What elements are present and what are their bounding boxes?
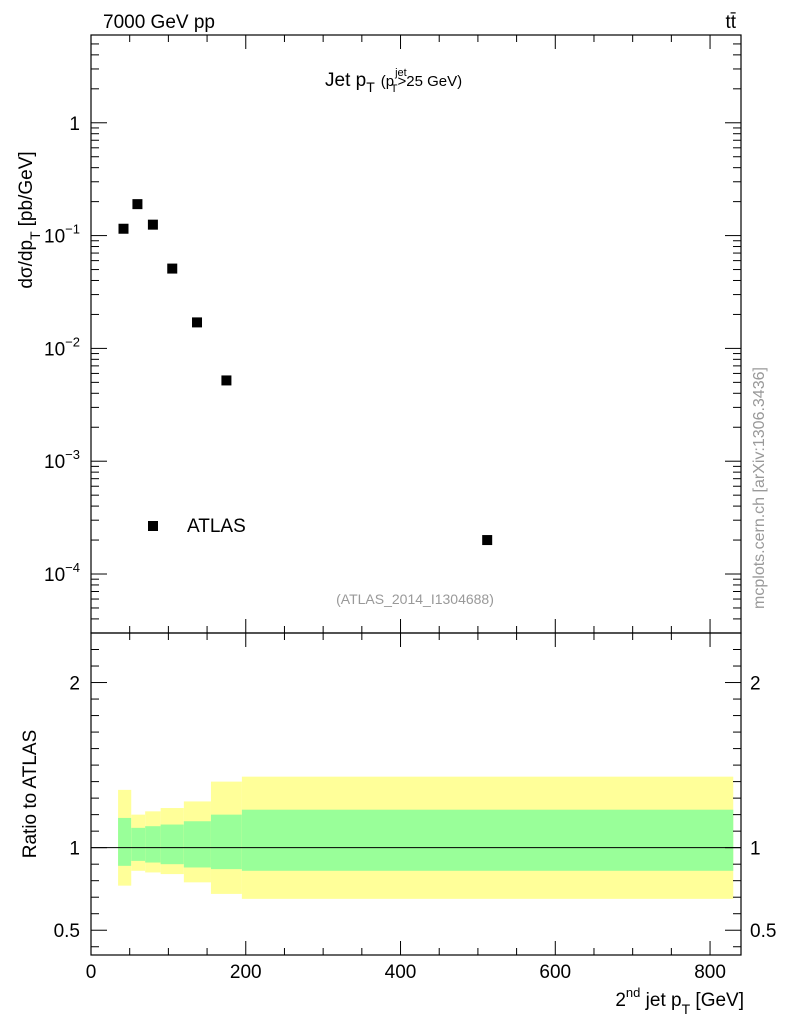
ratio-y-tick-label-right: 1 (750, 839, 761, 860)
x-tick-labels: 0 200 400 600 800 (86, 962, 726, 983)
ratio-y-axis-label: Ratio to ATLAS (20, 730, 41, 859)
x-tick-label: 400 (385, 962, 417, 983)
ratio-y-tick-label-left: 0.5 (54, 921, 80, 942)
uncertainty-bands (118, 776, 734, 899)
atlas-point-1 (132, 199, 143, 210)
watermark: mcplots.cern.ch [arXiv:1306.3436] (751, 367, 768, 609)
x-axis-label: 2nd jet pT [GeV] (615, 985, 744, 1017)
x-tick-label: 0 (86, 962, 97, 983)
y-tick-label: 10−3 (44, 447, 80, 473)
plot-title-cut-close: >25 GeV) (397, 73, 462, 90)
analysis-id: (ATLAS_2014_I1304688) (336, 591, 494, 607)
y-tick-label: 10−2 (44, 334, 80, 360)
inner-band-5 (210, 814, 242, 870)
legend-marker (148, 521, 158, 531)
atlas-point-5 (221, 375, 232, 386)
plot-title: Jet pT (pjet T>25 GeV) (325, 67, 462, 95)
x-tick-label: 800 (694, 962, 726, 983)
axis-ticks (90, 34, 741, 955)
ratio-y-tick-label-right: 2 (750, 674, 761, 695)
ratio-y-tick-label-left: 1 (69, 839, 80, 860)
inner-band-4 (183, 821, 211, 868)
y-tick-label: 10−1 (44, 222, 80, 248)
main-y-tick-labels: 1 10−1 10−2 10−3 10−4 (44, 114, 80, 586)
atlas-data-points (118, 199, 493, 546)
y-tick-label: 1 (69, 114, 80, 135)
inner-band-2 (145, 826, 161, 863)
main-y-axis-label: dσ/dpT[pb/GeV] (16, 151, 43, 288)
atlas-point-4 (192, 317, 203, 328)
ratio-y-tick-labels: 0.5 0.5 1 1 2 2 (54, 674, 777, 943)
process-label: tt̄ (725, 12, 736, 33)
inner-band-6 (241, 809, 734, 871)
plot-title-cut-sup: jet (394, 67, 407, 79)
atlas-point-2 (147, 219, 158, 230)
ratio-y-tick-label-right: 0.5 (750, 921, 776, 942)
atlas-point-3 (167, 263, 178, 274)
plot-title-sub: T (366, 79, 375, 95)
inner-band-1 (131, 827, 146, 861)
x-tick-label: 600 (539, 962, 571, 983)
energy-label: 7000 GeV pp (103, 12, 215, 33)
plot-title-cut-sub: T (391, 83, 398, 95)
legend-label: ATLAS (187, 516, 246, 537)
plot-title-main: Jet p (325, 70, 366, 91)
inner-band-0 (118, 817, 132, 866)
x-tick-label: 200 (230, 962, 262, 983)
atlas-point-0 (118, 223, 129, 234)
ratio-y-tick-label-left: 2 (69, 674, 80, 695)
atlas-point-6 (482, 535, 493, 546)
ratio-plot-frame (90, 632, 742, 956)
y-tick-label: 10−4 (44, 560, 80, 586)
plot-title-cut: (p (381, 73, 394, 90)
main-plot-frame (90, 34, 742, 634)
inner-band-3 (160, 824, 184, 865)
